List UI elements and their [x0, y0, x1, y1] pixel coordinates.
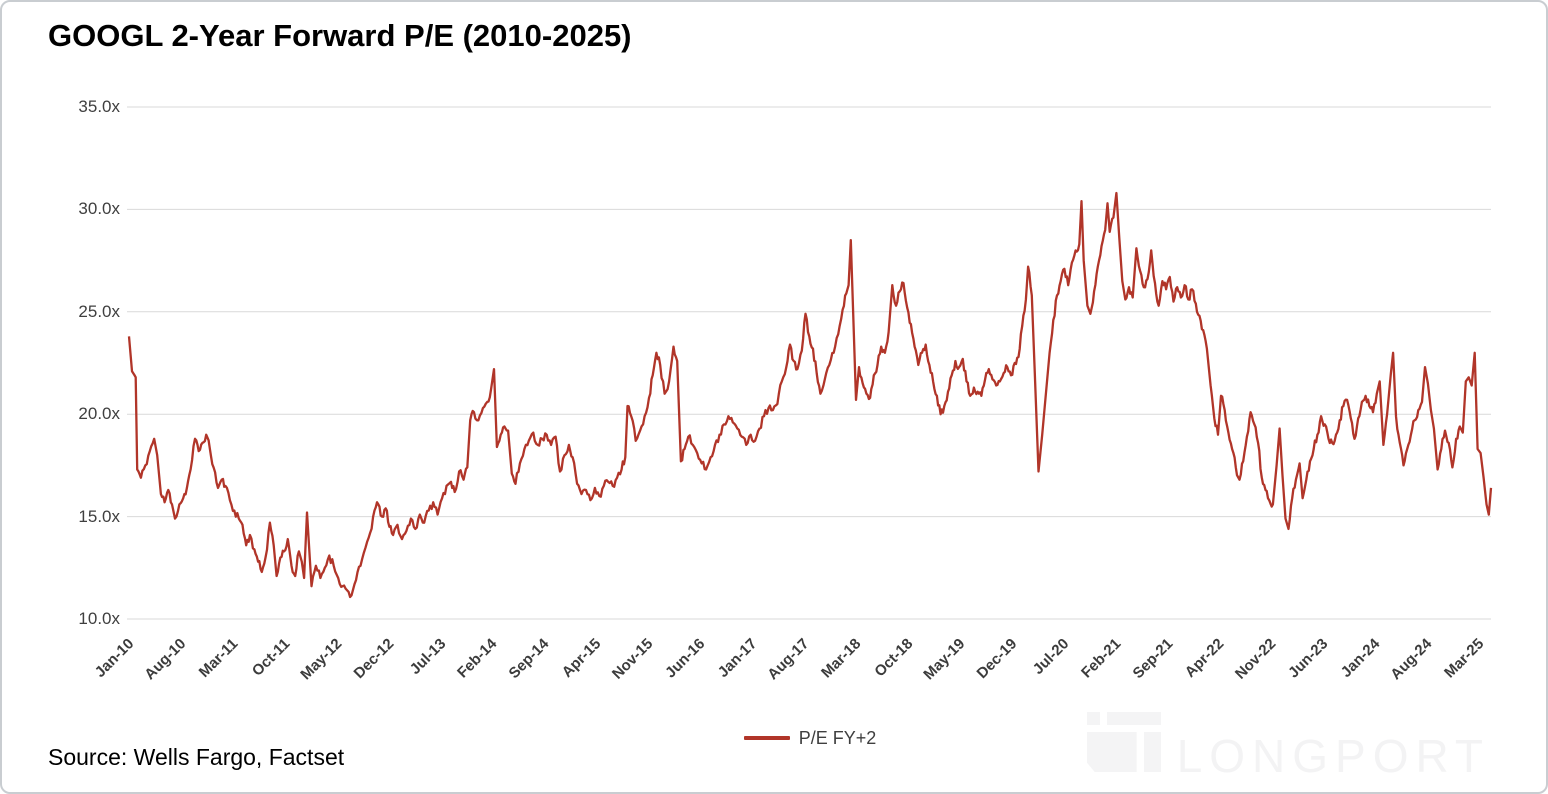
pe-fy2-line	[127, 191, 1493, 599]
y-axis-tick-label: 30.0x	[78, 199, 120, 219]
legend-line-swatch	[743, 736, 790, 740]
y-axis-tick-label: 25.0x	[78, 301, 120, 321]
chart-title: GOOGL 2-Year Forward P/E (2010-2025)	[48, 18, 632, 53]
y-axis-tick-label: 20.0x	[78, 404, 120, 424]
y-axis-tick-label: 15.0x	[78, 506, 120, 526]
legend-label: P/E FY+2	[798, 727, 877, 748]
source-note: Source: Wells Fargo, Factset	[48, 744, 345, 770]
y-axis-tick-label: 35.0x	[78, 97, 120, 116]
y-axis-tick-label: 10.0x	[78, 609, 120, 628]
chart-legend: P/E FY+2	[129, 726, 1491, 750]
